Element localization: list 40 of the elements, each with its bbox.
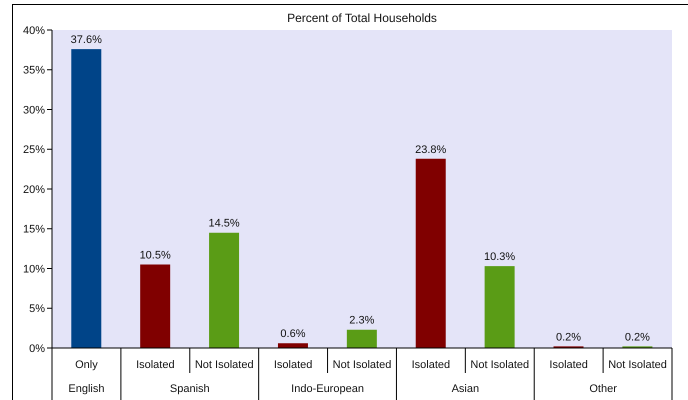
y-tick-label: 0% bbox=[29, 342, 46, 355]
y-tick-label: 20% bbox=[22, 184, 46, 196]
text: Other bbox=[589, 383, 618, 395]
bar bbox=[278, 343, 308, 348]
text: English bbox=[68, 383, 104, 395]
y-tick-label: 10% bbox=[22, 263, 46, 276]
data-label: 0.2% bbox=[624, 331, 650, 344]
y-tick-label: 5% bbox=[29, 303, 46, 316]
data-label: 10.5% bbox=[140, 250, 171, 262]
y-tick-label: 40% bbox=[22, 24, 46, 37]
x-tick-label: Isolated bbox=[136, 359, 175, 371]
bar bbox=[416, 158, 446, 348]
y-tick-label: 30% bbox=[22, 104, 46, 116]
data-label: 2.3% bbox=[349, 314, 375, 327]
y-tick-label: 35% bbox=[22, 64, 46, 77]
x-tick-label: Isolated bbox=[274, 359, 312, 371]
bar bbox=[209, 232, 240, 348]
x-tick-label: Not Isolated bbox=[470, 359, 530, 371]
data-label: 0.2% bbox=[556, 331, 582, 344]
x-tick-label: Only bbox=[75, 359, 98, 371]
text: Spanish bbox=[170, 383, 210, 395]
x-tick-label: Isolated bbox=[412, 359, 450, 371]
text: Asian bbox=[452, 383, 480, 395]
bar bbox=[71, 49, 102, 348]
data-label: 23.8% bbox=[415, 144, 447, 156]
text: Indo-European bbox=[291, 383, 364, 395]
bar bbox=[140, 264, 170, 348]
x-tick-label: Isolated bbox=[549, 359, 588, 371]
bar bbox=[484, 266, 515, 348]
data-label: 14.5% bbox=[208, 218, 240, 230]
bar bbox=[346, 330, 377, 348]
data-label: 37.6% bbox=[70, 34, 102, 46]
data-label: 0.6% bbox=[280, 328, 306, 340]
y-tick-label: 25% bbox=[22, 144, 46, 156]
y-tick-label: 15% bbox=[22, 224, 46, 236]
x-tick-label: Not Isolated bbox=[194, 359, 254, 371]
data-label: 10.3% bbox=[484, 251, 516, 264]
x-tick-label: Not Isolated bbox=[608, 359, 667, 371]
x-tick-label: Not Isolated bbox=[332, 359, 392, 371]
chart-title: Percent of Total Households bbox=[286, 10, 438, 26]
